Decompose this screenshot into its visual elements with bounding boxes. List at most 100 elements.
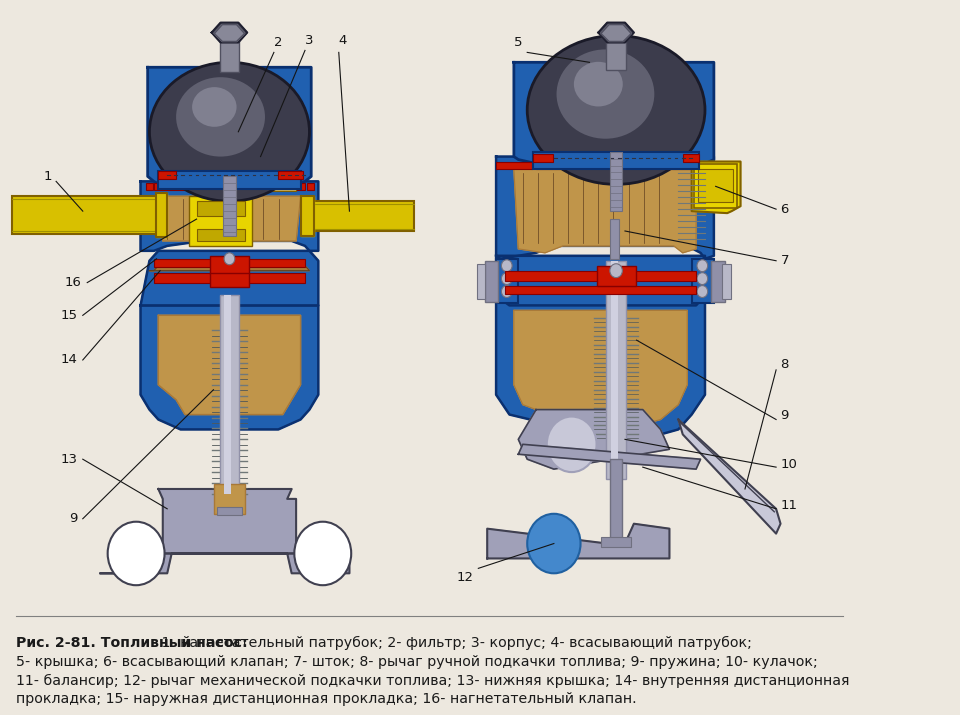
Bar (485, 261, 498, 302)
Bar (12, 196, 158, 234)
Circle shape (501, 285, 512, 297)
Bar (496, 162, 532, 169)
Bar (607, 33, 626, 70)
Text: 11: 11 (780, 499, 798, 513)
Polygon shape (496, 295, 705, 439)
Bar (154, 259, 305, 267)
Bar (596, 266, 636, 285)
Circle shape (697, 260, 708, 272)
Polygon shape (514, 169, 696, 253)
Circle shape (547, 417, 596, 472)
Text: 3: 3 (305, 34, 314, 47)
Bar (189, 196, 252, 246)
Bar (505, 285, 696, 293)
Bar (224, 295, 231, 494)
Bar (610, 459, 622, 538)
Polygon shape (158, 315, 300, 415)
Bar (146, 183, 153, 190)
Text: 5- крышка; 6- всасывающий клапан; 7- шток; 8- рычаг ручной подкачки топлива; 9- : 5- крышка; 6- всасывающий клапан; 7- што… (16, 655, 818, 669)
Ellipse shape (192, 87, 236, 127)
Text: 12: 12 (457, 571, 474, 584)
Text: 1- нагнетательный патрубок; 2- фильтр; 3- корпус; 4- всасывающий патрубок;: 1- нагнетательный патрубок; 2- фильтр; 3… (156, 636, 752, 650)
Polygon shape (156, 193, 167, 237)
Bar (496, 259, 518, 303)
Ellipse shape (150, 62, 309, 201)
Bar (694, 164, 737, 208)
Polygon shape (158, 489, 296, 553)
Bar (224, 177, 235, 236)
Circle shape (697, 285, 708, 297)
Text: 13: 13 (60, 453, 78, 465)
Bar (607, 261, 626, 479)
Bar (220, 33, 239, 72)
Polygon shape (691, 162, 740, 213)
Circle shape (501, 272, 512, 285)
Polygon shape (148, 67, 311, 187)
Bar (210, 256, 249, 274)
Text: 6: 6 (780, 202, 789, 216)
Bar (217, 507, 242, 515)
Bar (189, 179, 296, 192)
Circle shape (295, 522, 351, 585)
Text: 14: 14 (60, 353, 78, 367)
Polygon shape (601, 24, 632, 41)
Bar (476, 264, 486, 300)
Polygon shape (150, 261, 309, 271)
Text: 15: 15 (60, 309, 78, 322)
Polygon shape (140, 182, 319, 251)
Bar (303, 201, 415, 231)
Polygon shape (496, 157, 714, 259)
Polygon shape (301, 196, 314, 236)
Text: прокладка; 15- наружная дистанционная прокладка; 16- нагнетательный клапан.: прокладка; 15- наружная дистанционная пр… (16, 692, 636, 706)
Bar (610, 219, 619, 259)
Bar (691, 259, 714, 303)
Text: 4: 4 (338, 34, 347, 47)
Bar (154, 183, 305, 190)
Bar (307, 183, 314, 190)
Text: 5: 5 (515, 36, 523, 49)
Ellipse shape (527, 36, 705, 184)
Polygon shape (101, 553, 349, 573)
Text: 2: 2 (274, 36, 282, 49)
Circle shape (224, 253, 235, 265)
Bar (683, 154, 699, 162)
Circle shape (501, 260, 512, 272)
Circle shape (610, 264, 622, 277)
Bar (601, 536, 632, 546)
Polygon shape (488, 523, 669, 558)
Bar (610, 152, 622, 211)
Polygon shape (214, 24, 245, 41)
Bar (701, 162, 714, 169)
Polygon shape (518, 444, 701, 469)
Bar (611, 261, 618, 479)
Bar (711, 261, 725, 302)
Bar (210, 272, 249, 287)
Bar (534, 152, 699, 169)
Circle shape (697, 272, 708, 285)
Text: 8: 8 (780, 358, 789, 371)
Bar (722, 264, 731, 300)
Bar (154, 272, 305, 282)
Polygon shape (140, 251, 319, 305)
Text: 9: 9 (780, 409, 789, 422)
Text: 1: 1 (43, 170, 52, 183)
Polygon shape (496, 256, 705, 305)
Bar (220, 295, 239, 494)
Polygon shape (211, 23, 248, 42)
Bar (536, 162, 696, 169)
Bar (158, 172, 300, 189)
Bar (197, 229, 246, 241)
Text: 16: 16 (64, 276, 81, 289)
Ellipse shape (176, 77, 265, 157)
Text: 9: 9 (69, 512, 78, 526)
Bar (698, 169, 733, 202)
Ellipse shape (574, 61, 623, 107)
Text: 7: 7 (780, 255, 789, 267)
Bar (197, 201, 246, 216)
Bar (214, 484, 245, 514)
Bar (505, 271, 696, 280)
Text: 11- балансир; 12- рычаг механической подкачки топлива; 13- нижняя крышка; 14- вн: 11- балансир; 12- рычаг механической под… (16, 674, 850, 688)
Polygon shape (158, 196, 300, 241)
Circle shape (527, 514, 581, 573)
Bar (534, 154, 553, 162)
